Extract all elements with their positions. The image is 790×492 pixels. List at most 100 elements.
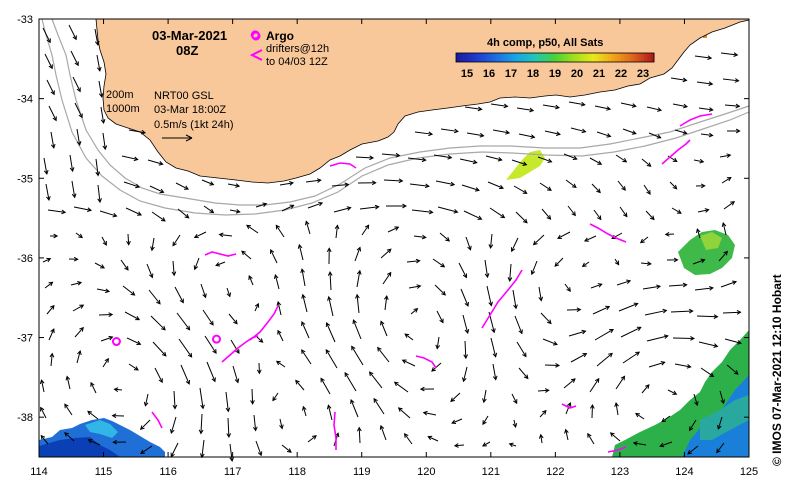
current-vector-head [428, 131, 434, 137]
current-vector-head [676, 209, 682, 214]
current-vector [47, 209, 66, 213]
current-vector-head [530, 134, 536, 139]
current-vector [98, 313, 113, 316]
current-vector [509, 443, 517, 447]
current-vector-head [646, 162, 652, 167]
colorbar-cell [495, 53, 500, 62]
current-vector [538, 286, 542, 301]
current-vector-head [49, 352, 55, 358]
current-vector [670, 310, 693, 313]
current-vector-head [172, 404, 178, 410]
current-vector-head [505, 130, 511, 135]
current-vector-head [357, 426, 362, 432]
argo-float [212, 334, 221, 344]
current-vector-head [644, 384, 650, 389]
current-vector [333, 207, 351, 213]
current-vector [610, 432, 621, 442]
colorbar-cell [588, 53, 592, 62]
current-vector [148, 289, 161, 305]
current-vector-head [78, 233, 84, 239]
current-vector [617, 180, 626, 191]
current-vector [565, 429, 569, 441]
drifter-legend-line1: drifters@12h [266, 43, 329, 55]
current-vector-head [179, 298, 184, 304]
current-vector [587, 433, 595, 445]
y-tick-label: -36 [17, 253, 33, 265]
current-vector [641, 384, 650, 394]
current-vector [126, 337, 141, 345]
current-vector [356, 270, 361, 288]
current-vector [618, 303, 638, 312]
current-vector [463, 366, 468, 382]
current-vector [436, 336, 440, 349]
current-vector-head [716, 448, 721, 454]
current-vector-head [632, 441, 638, 446]
current-vector [48, 328, 55, 341]
current-vector-head [212, 349, 217, 354]
current-vector-head [393, 381, 399, 387]
current-vector-head [566, 402, 572, 408]
model-time: 03-Mar 18:00Z [154, 104, 226, 116]
current-vector-head [699, 158, 705, 164]
colorbar-cell [541, 53, 546, 62]
current-vector [672, 103, 688, 108]
colorbar-tick-label: 18 [527, 68, 539, 80]
colorbar-tick-label: 20 [571, 68, 583, 80]
current-vector-head [158, 378, 163, 384]
current-vector [380, 248, 392, 259]
current-vector-head [384, 295, 389, 300]
current-vector-head [312, 435, 317, 440]
current-vector-head [404, 333, 410, 338]
current-vector-head [523, 374, 529, 380]
current-vector-head [225, 407, 231, 413]
current-vector-head [289, 181, 295, 186]
current-vector-head [736, 340, 742, 345]
current-vector [48, 105, 57, 121]
current-vector [668, 284, 687, 287]
current-vector [254, 303, 259, 312]
current-vector [272, 392, 279, 401]
colorbar-cell [574, 53, 579, 62]
current-vector-head [507, 277, 513, 282]
current-vector [485, 155, 502, 161]
current-vector [394, 381, 409, 393]
current-vector [150, 315, 166, 331]
drifter-track [333, 411, 337, 450]
current-vector-head [135, 316, 141, 321]
current-vector-head [87, 410, 93, 416]
current-vector [74, 327, 84, 338]
current-vector [696, 81, 713, 85]
current-vector-head [606, 106, 612, 111]
colorbar-cell [584, 53, 589, 62]
current-vector [404, 333, 414, 341]
current-vector-head [71, 193, 77, 199]
colorbar-cell [634, 53, 638, 62]
bathymetry-contours [41, 18, 750, 216]
current-vector [369, 371, 383, 389]
current-vector-head [64, 432, 69, 437]
y-tick-label: -33 [17, 14, 33, 26]
current-vector-head [581, 329, 587, 335]
current-vector [622, 128, 637, 135]
current-vector-head [300, 268, 305, 274]
current-vector-head [717, 424, 722, 430]
current-vector-head [43, 169, 49, 175]
current-vector-head [184, 185, 189, 190]
current-vector-head [721, 222, 727, 228]
current-vector [700, 133, 713, 137]
current-vector-head [635, 412, 640, 418]
current-vector [641, 158, 652, 167]
current-vector-head [463, 354, 469, 360]
current-vector [72, 304, 84, 312]
current-vector [226, 287, 231, 297]
current-vector [128, 363, 139, 371]
current-vector-head [596, 188, 601, 194]
current-vector-head [111, 413, 117, 419]
current-vector [720, 281, 737, 288]
colorbar-cell [508, 53, 513, 62]
drifter-track [249, 305, 279, 341]
colorbar-cell [614, 53, 619, 62]
current-vector [255, 203, 267, 208]
colorbar-cell [630, 53, 635, 62]
current-vector-head [462, 273, 468, 279]
